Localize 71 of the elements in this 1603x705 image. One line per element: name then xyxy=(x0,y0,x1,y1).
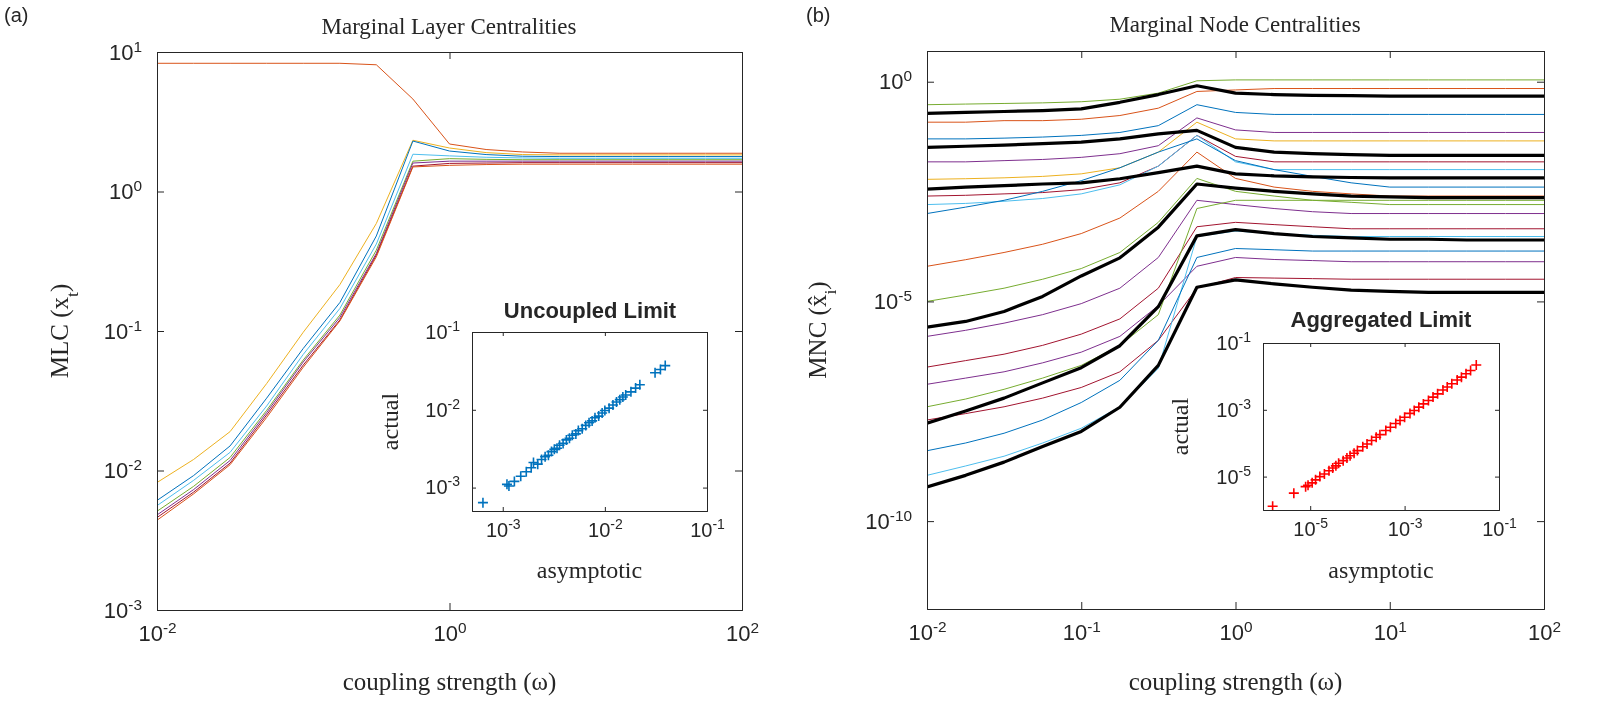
line-series xyxy=(927,88,1544,123)
point xyxy=(557,437,569,450)
line-series xyxy=(927,256,1544,385)
y-tick-label: 10$^{-5}$ xyxy=(1216,462,1252,488)
line-series xyxy=(157,62,742,154)
point xyxy=(1455,371,1468,383)
line-series xyxy=(927,79,1544,106)
chart-title: Aggregated Limit xyxy=(1290,307,1473,332)
y-tick-label: 10$^{-1}$ xyxy=(425,317,461,343)
point xyxy=(1348,447,1360,460)
line-series xyxy=(927,164,1544,191)
x-tick-label: 10$^{-1}$ xyxy=(1062,617,1101,645)
y-tick-label: 10$^{-2}$ xyxy=(103,455,142,484)
point xyxy=(1470,359,1483,371)
x-tick-label: 10$^{-1}$ xyxy=(690,516,726,542)
line-series xyxy=(927,138,1544,215)
x-axis-title: asymptotic xyxy=(1328,557,1434,583)
point xyxy=(1451,374,1463,386)
y-tick-label: 10$^{1}$ xyxy=(108,37,142,65)
y-tick-label: 10$^{-2}$ xyxy=(425,395,461,421)
y-tick-label: 10$^{-3}$ xyxy=(425,473,461,499)
x-tick-label: 10$^{-2}$ xyxy=(908,617,947,645)
point xyxy=(1441,381,1454,393)
line-series xyxy=(927,128,1544,158)
point xyxy=(539,450,551,463)
point xyxy=(1431,388,1444,400)
y-tick-label: 10$^{-1}$ xyxy=(1216,328,1252,354)
y-axis-title: actual xyxy=(377,392,403,451)
x-axis-title: asymptotic xyxy=(536,557,643,583)
point xyxy=(589,411,601,424)
y-tick-label: 10$^{0}$ xyxy=(878,66,912,95)
x-axis-title: coupling strength (ω) xyxy=(342,668,557,696)
point xyxy=(1464,364,1477,377)
y-tick-label: 10$^{0}$ xyxy=(108,176,142,205)
point xyxy=(520,465,533,478)
point xyxy=(610,396,623,408)
chart-title: Marginal Node Centralities xyxy=(1109,12,1361,37)
line-series xyxy=(927,121,1544,180)
chart-title: Marginal Layer Centralities xyxy=(321,14,577,39)
x-tick-label: 10$^{1}$ xyxy=(1373,617,1407,645)
point xyxy=(1398,411,1411,424)
point xyxy=(603,402,615,414)
point xyxy=(1408,404,1421,417)
point xyxy=(542,449,555,462)
x-tick-label: 10$^{-2}$ xyxy=(588,516,623,542)
chart-title: Uncoupled Limit xyxy=(503,298,677,323)
y-tick-label: 10$^{-1}$ xyxy=(103,316,142,344)
point xyxy=(1351,444,1364,457)
y-tick-label: 10$^{-10}$ xyxy=(865,506,912,534)
point xyxy=(531,458,544,470)
point xyxy=(607,399,619,411)
line-series xyxy=(927,84,1544,116)
line-series xyxy=(927,104,1544,140)
x-tick-label: 10$^{2}$ xyxy=(725,618,760,646)
x-tick-label: 10$^{2}$ xyxy=(1527,617,1562,645)
line-series xyxy=(927,278,1544,489)
x-tick-label: 10$^{-3}$ xyxy=(485,516,521,542)
line-series xyxy=(927,151,1544,267)
point xyxy=(592,410,605,422)
x-tick-label: 10$^{-3}$ xyxy=(1387,515,1423,541)
x-tick-label: 10$^{-5}$ xyxy=(1293,515,1329,541)
line-series xyxy=(927,221,1544,368)
y-tick-label: 10$^{-3}$ xyxy=(1216,395,1252,421)
text: (a) xyxy=(4,4,29,26)
y-axis-title: actual xyxy=(1167,397,1193,456)
text: (b) xyxy=(806,4,831,26)
y-tick-label: 10$^{-5}$ xyxy=(873,286,912,314)
line-series xyxy=(927,117,1544,163)
x-axis-title: coupling strength (ω) xyxy=(1128,668,1343,696)
point xyxy=(1446,378,1458,390)
x-tick-label: 10$^{-1}$ xyxy=(1482,515,1518,541)
